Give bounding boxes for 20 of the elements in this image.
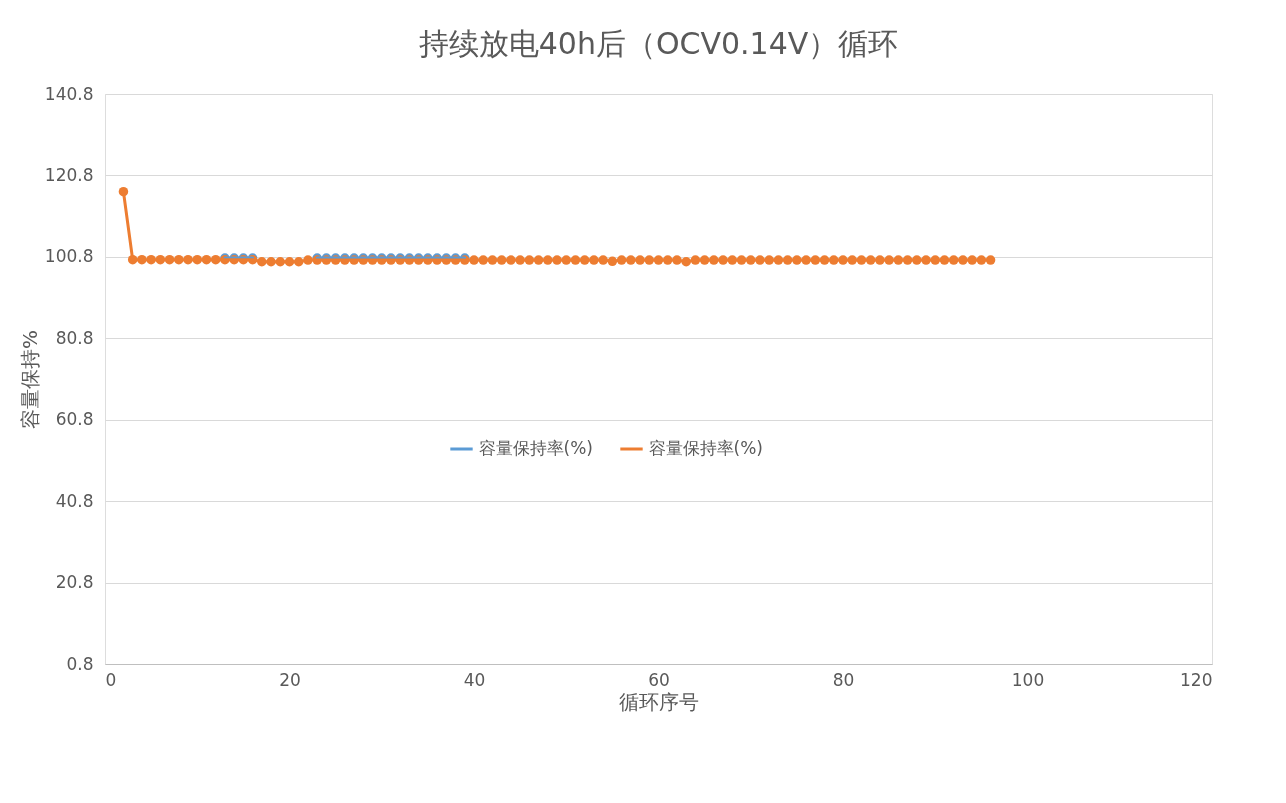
y-tick-label: 0.8 bbox=[66, 653, 94, 674]
y-tick-label: 60.8 bbox=[55, 409, 94, 430]
y-axis-title: 容量保持% bbox=[17, 329, 42, 430]
y-tick-label: 40.8 bbox=[55, 490, 94, 511]
y-tick-label: 120.8 bbox=[44, 164, 94, 185]
legend-label: 容量保持率(%) bbox=[648, 438, 763, 458]
legend-label: 容量保持率(%) bbox=[478, 438, 593, 458]
x-tick-label: 0 bbox=[105, 669, 117, 690]
y-tick-label: 20.8 bbox=[55, 572, 94, 593]
chart-title: 持续放电40h后（OCV0.14V）循环 bbox=[418, 26, 899, 61]
x-axis-title: 循环序号 bbox=[619, 689, 699, 714]
x-tick-label: 80 bbox=[832, 669, 855, 690]
y-tick-label: 80.8 bbox=[55, 327, 94, 348]
x-tick-label: 120 bbox=[1180, 669, 1213, 690]
y-tick-label: 100.8 bbox=[44, 246, 94, 267]
x-tick-label: 60 bbox=[648, 669, 670, 690]
x-tick-label: 100 bbox=[1011, 669, 1045, 690]
x-tick-label: 20 bbox=[279, 669, 301, 690]
x-tick-label: 40 bbox=[463, 669, 486, 690]
y-tick-label: 140.8 bbox=[44, 83, 94, 104]
